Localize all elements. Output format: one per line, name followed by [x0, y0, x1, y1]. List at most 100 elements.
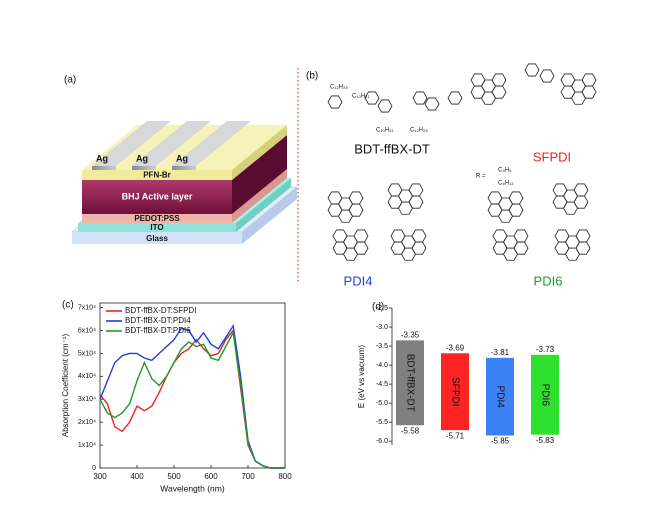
bhj-side [232, 135, 287, 214]
y-tick-label: 5x10⁴ [78, 350, 96, 357]
ring [377, 99, 393, 113]
ring-cluster [471, 74, 506, 104]
ring-cluster [391, 230, 426, 260]
value-label: -5.71 [446, 431, 465, 440]
ag-stripe [172, 121, 251, 166]
side-chain: C₁₂H₂₅ [330, 85, 348, 91]
molecule-name: PDI4 [344, 273, 373, 288]
ring-cluster [493, 230, 528, 260]
layer-label: BHJ Active layer [122, 191, 193, 201]
value-label: -3.69 [446, 343, 465, 352]
category-label: PDI4 [494, 386, 505, 409]
ring [447, 91, 463, 105]
panel-label: (b) [306, 71, 318, 82]
panel-label: (d) [372, 302, 384, 313]
y-tick-label: 1x10⁴ [78, 442, 96, 449]
y-tick-label: 6x10⁴ [78, 327, 96, 334]
y-tick-label: -2.5 [376, 305, 388, 312]
panel-label: (c) [62, 300, 74, 311]
series-line [99, 328, 285, 469]
ring-cluster [555, 230, 590, 260]
x-tick-label: 500 [167, 472, 181, 481]
ring [327, 95, 343, 109]
side-chain: C₁₀H₂₁ [376, 128, 394, 134]
glass-side [242, 187, 297, 244]
energy-bar [441, 353, 469, 431]
category-label: PDI6 [539, 384, 550, 407]
ag-stripe [92, 166, 116, 170]
y-axis-label: Absorption Coefficient (cm⁻¹) [61, 334, 70, 438]
value-label: -5.83 [536, 436, 555, 445]
molecule-name: BDT-ffBX-DT [354, 141, 430, 156]
x-tick-label: 700 [241, 472, 255, 481]
ring-cluster [488, 192, 523, 222]
energy-bar [531, 354, 559, 435]
y-tick-label: 0 [92, 465, 96, 472]
y-tick-label: 4x10⁴ [78, 373, 96, 380]
ring-cluster [328, 192, 363, 222]
value-label: -3.73 [536, 345, 555, 354]
category-label: SFPDI [449, 377, 460, 406]
plot-frame [99, 302, 286, 469]
ito-side [236, 178, 291, 232]
energy-bar [486, 357, 514, 436]
value-label: -5.85 [491, 437, 510, 446]
value-label: -3.81 [491, 348, 510, 357]
layer-label: Ag [96, 153, 108, 163]
glass-front [72, 232, 242, 244]
energy-bar [396, 340, 424, 426]
category-label: BDT-ffBX-DT [404, 354, 415, 412]
legend-label: BDT-ffBX-DT:PDI6 [125, 326, 191, 335]
pedot-front [82, 214, 232, 223]
x-tick-label: 400 [130, 472, 144, 481]
y-tick-label: -5.5 [376, 419, 388, 426]
ring-cluster [561, 74, 596, 104]
x-axis-label: Wavelength (nm) [160, 483, 225, 493]
y-tick-label: -4.5 [376, 381, 388, 388]
ag-stripe [132, 166, 156, 170]
y-tick-label: -3.0 [376, 324, 388, 331]
ring [539, 69, 555, 83]
x-tick-label: 600 [204, 472, 218, 481]
ring [412, 91, 428, 105]
y-tick-label: 3x10⁴ [78, 396, 96, 403]
layer-label: PFN-Br [143, 171, 171, 180]
molecule-name: PDI6 [534, 273, 563, 288]
ring-cluster [388, 184, 423, 214]
ring-cluster [553, 184, 588, 214]
y-tick-label: 7x10⁴ [78, 304, 96, 311]
y-tick-label: -4.0 [376, 362, 388, 369]
value-label: -3.35 [401, 330, 420, 339]
side-chain: C₆H₁₃ [498, 181, 514, 187]
pfn-side [232, 125, 287, 180]
layer-label: ITO [150, 223, 163, 232]
value-label: -5.58 [401, 426, 420, 435]
side-chain: C₄H₉ [498, 168, 512, 174]
layer-label: Ag [136, 153, 148, 163]
series-line [99, 330, 285, 469]
legend-label: BDT-ffBX-DT:SFPDI [125, 306, 196, 315]
device-stack [71, 121, 298, 244]
y-tick-label: -3.5 [376, 343, 388, 350]
bhj-front [82, 180, 232, 214]
layer-label: Glass [146, 234, 168, 243]
y-tick-label: -5.0 [376, 400, 388, 407]
layer-label: Ag [176, 153, 188, 163]
y-axis-label: E (eV vs vacuum) [357, 345, 366, 408]
y-tick-label: -6.0 [376, 438, 388, 445]
r-group: R = [476, 174, 486, 180]
ring-cluster [333, 230, 368, 260]
ag-stripe [172, 166, 196, 170]
ito-front [78, 223, 236, 232]
pfn-front [82, 170, 232, 180]
series-line [99, 323, 285, 469]
ag-stripe [92, 121, 171, 166]
legend-label: BDT-ffBX-DT:PDI4 [125, 316, 191, 325]
ring [524, 63, 540, 77]
side-chain: C₁₀H₂₁ [352, 94, 370, 100]
panel-label: (a) [64, 75, 76, 86]
molecule-name: SFPDI [533, 149, 571, 164]
y-tick-label: 2x10⁴ [78, 419, 96, 426]
